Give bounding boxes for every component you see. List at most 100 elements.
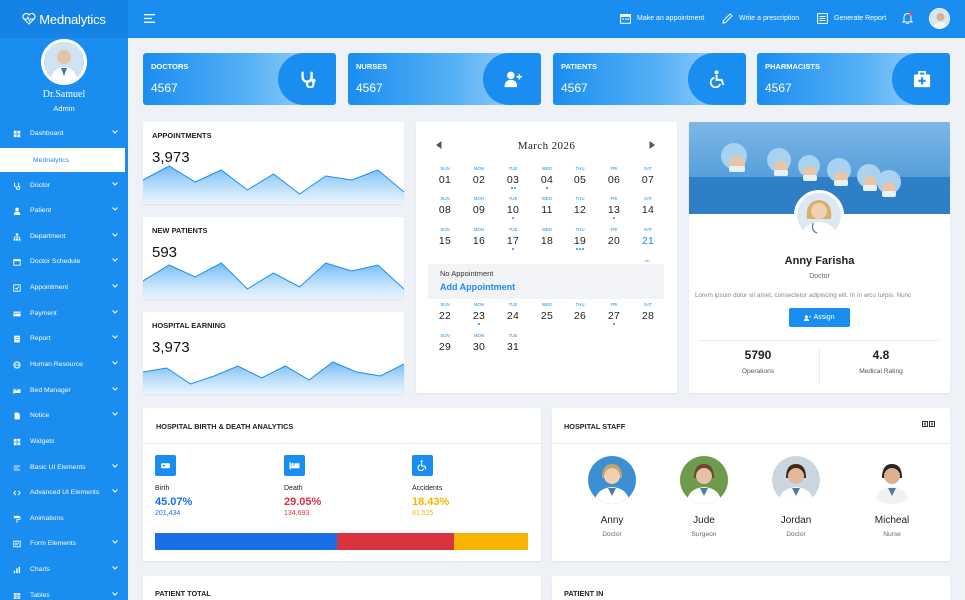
calendar-prev-icon[interactable]: [436, 141, 442, 149]
calendar-day-25[interactable]: WED 25: [538, 302, 556, 326]
calendar-day-15[interactable]: SUN 15: [436, 227, 454, 251]
sidebar-item-animations[interactable]: Animations: [0, 506, 128, 532]
sidebar-item-label: Department: [30, 233, 66, 241]
stat-card-nurses[interactable]: NURSES 4567: [348, 53, 541, 105]
calendar-day-04[interactable]: WED 04: [538, 166, 556, 190]
stat-card-doctors[interactable]: DOCTORS 4567: [143, 53, 336, 105]
make-appointment-button[interactable]: Make an appointment: [620, 13, 704, 24]
calendar-day-21[interactable]: SAT 21: [639, 227, 657, 251]
chevron-down-icon: [112, 540, 118, 544]
day-number: 16: [472, 235, 486, 247]
write-prescription-button[interactable]: Write a prescription: [722, 13, 799, 24]
calendar-day-14[interactable]: SAT 14: [639, 196, 657, 220]
calendar-day-24[interactable]: TUE 24: [504, 302, 522, 326]
appointment-dots: [639, 217, 657, 220]
staff-member-anny[interactable]: Anny Doctor: [582, 456, 642, 538]
divider: [143, 443, 541, 444]
calendar-day-31[interactable]: TUE 31: [504, 333, 522, 357]
calendar-icon: [620, 14, 631, 24]
calendar-day-11[interactable]: WED 11: [538, 196, 556, 220]
sidebar-item-form-elements[interactable]: Form Elements: [0, 531, 128, 557]
doctor-bio: Lorem ipsum dolor sit amet, consectetur …: [695, 292, 912, 299]
notification-bell-icon[interactable]: [902, 12, 913, 24]
calendar-day-20[interactable]: FRI 20: [605, 227, 623, 251]
sidebar-item-patient[interactable]: Patient: [0, 198, 128, 224]
calendar-day-19[interactable]: THU 19: [571, 227, 589, 251]
sidebar-item-label: Animations: [30, 515, 64, 523]
user-avatar[interactable]: [41, 39, 87, 85]
calendar-day-13[interactable]: FRI 13: [605, 196, 623, 220]
calendar-day-23[interactable]: MON 23: [470, 302, 488, 326]
sidebar-item-department[interactable]: Department: [0, 224, 128, 250]
sidebar-item-dashboard[interactable]: Dashboard: [0, 121, 128, 147]
appointment-dots: [639, 248, 657, 251]
generate-report-label: Generate Report: [834, 15, 887, 22]
sidebar-subitem-mednalytics[interactable]: Mednalytics: [0, 148, 128, 172]
staff-member-jordan[interactable]: Jordan Doctor: [766, 456, 826, 538]
analytics-item-death: Death 29.05% 134,693: [284, 455, 394, 517]
appointment-dots: [470, 323, 488, 326]
sidebar-item-advanced-ui-elements[interactable]: Advanced UI Elements: [0, 480, 128, 506]
sidebar-item-label: Report: [30, 335, 51, 343]
staff-member-micheal[interactable]: Micheal Nurse: [862, 456, 922, 538]
brand-logo[interactable]: Mednalytics: [0, 0, 128, 38]
sidebar-item-report[interactable]: Report: [0, 326, 128, 352]
calendar-next-icon[interactable]: [649, 141, 655, 149]
calendar-day-28[interactable]: SAT 28: [639, 302, 657, 326]
paint-roller-icon: [12, 515, 21, 523]
calendar-day-30[interactable]: MON 30: [470, 333, 488, 357]
calendar-day-26[interactable]: THU 26: [571, 302, 589, 326]
calendar-day-09[interactable]: MON 09: [470, 196, 488, 220]
sidebar-item-notice[interactable]: Notice: [0, 403, 128, 429]
appointment-dots: [571, 323, 589, 326]
calendar-day-22[interactable]: SUN 22: [436, 302, 454, 326]
calendar-day-03[interactable]: TUE 03: [504, 166, 522, 190]
calendar-day-27[interactable]: FRI 27: [605, 302, 623, 326]
weekday-label: MON: [473, 302, 485, 307]
calendar-day-07[interactable]: SAT 07: [639, 166, 657, 190]
analytics-percent: 45.07%: [155, 496, 193, 508]
sidebar-item-doctor-schedule[interactable]: Doctor Schedule: [0, 249, 128, 275]
stat-card-pharmacists[interactable]: PHARMACISTS 4567: [757, 53, 950, 105]
menu-toggle-icon[interactable]: [144, 14, 155, 23]
staff-next-icon[interactable]: [929, 421, 935, 427]
sparkline-line: [143, 165, 404, 195]
sidebar-item-human-resource[interactable]: Human Resource: [0, 352, 128, 378]
appointment-dots: [605, 248, 623, 251]
chevron-down-icon: [112, 489, 118, 493]
appointment-dots: [571, 217, 589, 220]
sidebar-item-tables[interactable]: Tables: [0, 583, 128, 600]
calendar-day-12[interactable]: THU 12: [571, 196, 589, 220]
generate-report-button[interactable]: Generate Report: [817, 13, 886, 24]
add-appointment-link[interactable]: Add Appointment: [440, 282, 516, 292]
calendar-day-02[interactable]: MON 02: [470, 166, 488, 190]
sidebar-item-widgets[interactable]: Widgets: [0, 429, 128, 455]
appointment-dots: [504, 354, 522, 357]
calendar-day-06[interactable]: FRI 06: [605, 166, 623, 190]
weekday-label: SUN: [440, 166, 450, 171]
sidebar-item-appointment[interactable]: Appointment: [0, 275, 128, 301]
calendar-day-17[interactable]: TUE 17: [504, 227, 522, 251]
staff-prev-icon[interactable]: [922, 421, 928, 427]
sidebar-item-bed-manager[interactable]: Bed Manager: [0, 378, 128, 404]
calendar-day-05[interactable]: THU 05: [571, 166, 589, 190]
calendar-day-16[interactable]: MON 16: [470, 227, 488, 251]
calendar-day-10[interactable]: TUE 10: [504, 196, 522, 220]
calendar-day-18[interactable]: WED 18: [538, 227, 556, 251]
day-number: 09: [472, 204, 486, 216]
sidebar-item-label: Notice: [30, 412, 50, 420]
calendar-day-01[interactable]: SUN 01: [436, 166, 454, 190]
topbar-avatar[interactable]: [929, 8, 950, 29]
sidebar-item-label: Advanced UI Elements: [30, 489, 100, 497]
day-number: 25: [540, 310, 554, 322]
staff-member-jude[interactable]: Jude Surgeon: [674, 456, 734, 538]
doctor-avatar[interactable]: [794, 190, 844, 240]
calendar-day-29[interactable]: SUN 29: [436, 333, 454, 357]
sidebar-item-doctor[interactable]: Doctor: [0, 173, 128, 199]
sidebar-item-payment[interactable]: Payment: [0, 301, 128, 327]
calendar-day-08[interactable]: SUN 08: [436, 196, 454, 220]
assign-button[interactable]: Assign: [789, 308, 850, 327]
sidebar-item-charts[interactable]: Charts: [0, 557, 128, 583]
stat-card-patients[interactable]: PATIENTS 4567: [553, 53, 746, 105]
sidebar-item-basic-ui-elements[interactable]: Basic UI Elements: [0, 455, 128, 481]
